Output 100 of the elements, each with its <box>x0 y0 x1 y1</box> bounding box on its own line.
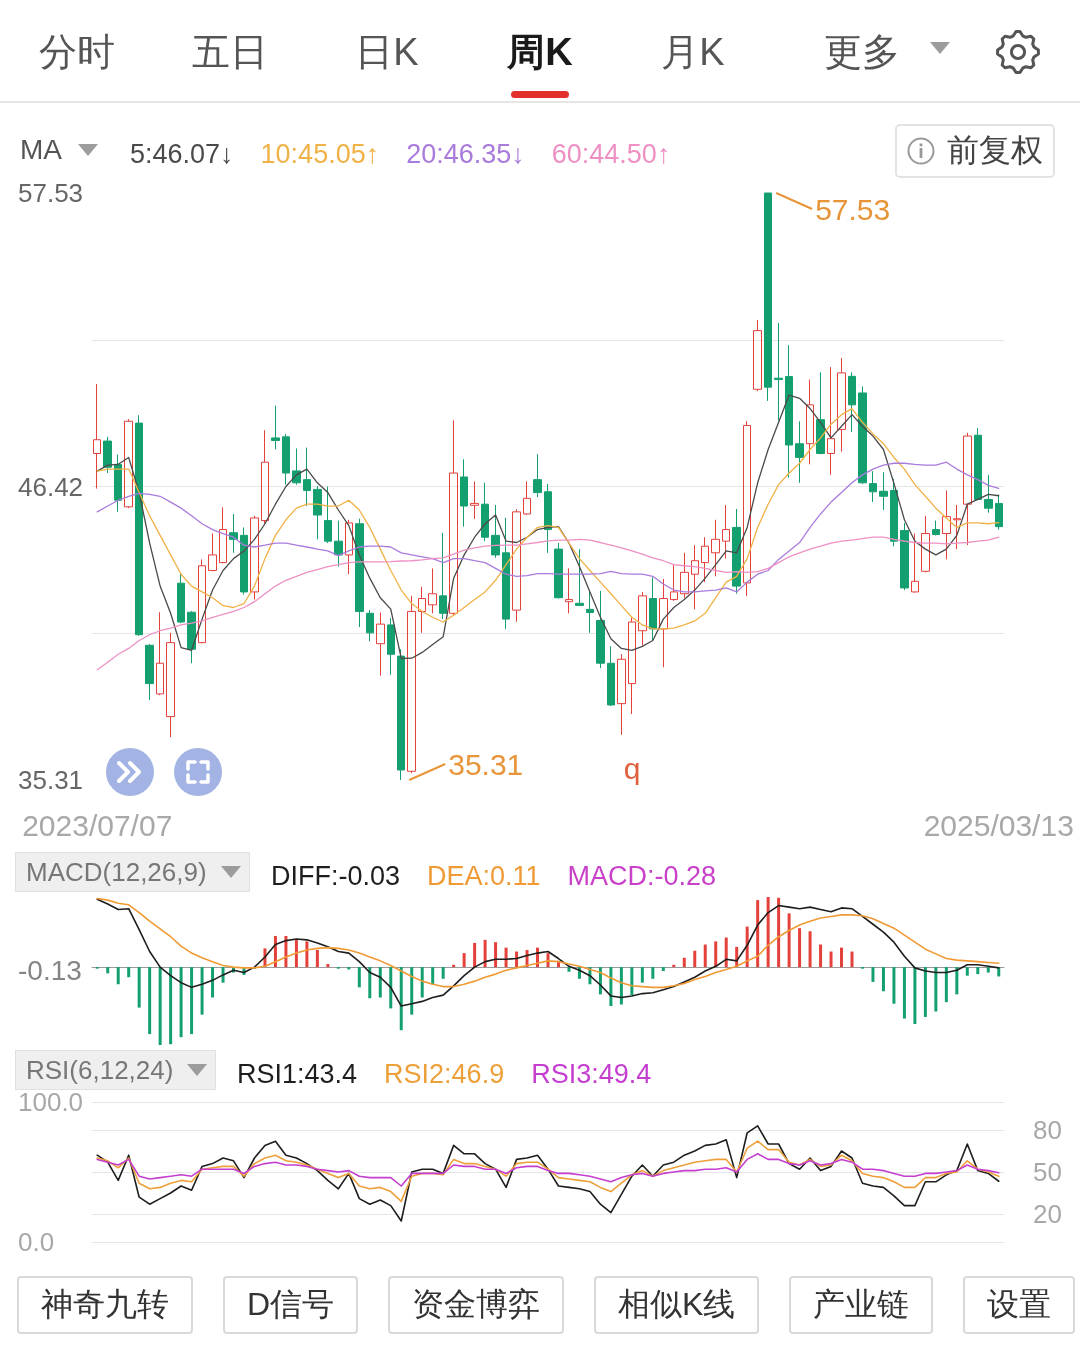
candlestick <box>785 344 793 479</box>
candlestick <box>523 480 531 516</box>
candlestick <box>240 526 248 596</box>
candlestick <box>984 474 993 514</box>
bar <box>840 947 844 968</box>
bar <box>504 947 508 968</box>
bar <box>441 967 445 979</box>
candlestick <box>701 536 709 583</box>
bar <box>766 897 770 968</box>
bar <box>567 967 571 972</box>
text: 分时 <box>39 30 115 75</box>
line-series <box>96 1125 1000 1222</box>
candlestick <box>837 357 846 453</box>
line-series <box>96 536 1000 671</box>
bar <box>190 967 194 1035</box>
x-tick-label: 2023/07/07 <box>22 808 173 842</box>
candlestick <box>250 515 259 601</box>
candlestick <box>921 515 930 573</box>
candlestick <box>93 383 101 490</box>
y-tick-label: 46.42 <box>18 471 84 502</box>
line-series <box>96 407 1000 630</box>
text: 10:45.05↑ <box>260 138 380 169</box>
bar <box>871 967 875 982</box>
candlestick <box>366 609 374 642</box>
candlestick <box>827 366 835 476</box>
bar <box>389 967 393 1009</box>
candlestick <box>145 643 154 701</box>
y2-tick-label: 50 <box>1033 1157 1062 1187</box>
candlestick <box>963 432 972 546</box>
candlestick <box>166 632 175 738</box>
candlestick <box>691 544 699 610</box>
bar <box>462 953 466 968</box>
legend-title: MA <box>20 134 62 166</box>
bar <box>651 967 655 979</box>
candlestick <box>470 480 479 520</box>
line-series <box>96 394 1000 660</box>
text: 5:46.07↓ <box>130 138 234 169</box>
candlestick <box>879 471 888 511</box>
bar <box>368 967 372 999</box>
bar <box>399 967 403 1031</box>
bar <box>200 967 204 1015</box>
candlestick <box>743 420 751 597</box>
bar <box>892 967 896 1004</box>
candlestick <box>177 573 185 624</box>
candlestick <box>722 504 730 560</box>
bar <box>881 967 885 992</box>
y2-tick-label: 80 <box>1033 1115 1062 1145</box>
dropdown: RSI(6,12,24) <box>15 1050 217 1090</box>
button: 产业链 <box>789 1276 934 1334</box>
bar <box>116 967 120 985</box>
x-tick-label: 2025/03/13 <box>923 808 1074 842</box>
bar <box>976 967 980 975</box>
text: -0.13 <box>18 954 82 988</box>
candlestick <box>680 552 689 599</box>
bar <box>148 967 152 1035</box>
bar <box>787 913 791 968</box>
candlestick <box>942 489 951 560</box>
candlestick <box>869 470 877 503</box>
candlestick <box>502 517 510 630</box>
candlestick <box>565 567 573 614</box>
candlestick <box>711 519 720 577</box>
candlestick <box>795 420 804 484</box>
candlestick <box>208 533 217 572</box>
candlestick <box>544 483 552 554</box>
button: 神奇九转 <box>17 1276 193 1334</box>
series-label: DIFF:-0.03 <box>271 860 401 891</box>
candlestick <box>890 478 898 547</box>
bar <box>850 951 854 968</box>
annotation: 35.31 <box>448 747 524 781</box>
dropdown: MACD(12,26,9) <box>15 852 250 892</box>
bar <box>640 967 644 983</box>
candlestick <box>261 429 269 525</box>
text: 更多 <box>824 30 900 75</box>
bar <box>923 967 927 1017</box>
candlestick <box>187 610 196 664</box>
candlestick <box>103 436 112 474</box>
candlestick <box>114 454 122 513</box>
bar <box>410 967 414 1015</box>
candlestick <box>428 567 437 614</box>
bar <box>294 939 298 968</box>
candlestick <box>135 414 143 637</box>
candlestick <box>649 576 657 642</box>
bar <box>106 967 110 974</box>
bar <box>808 931 812 968</box>
button: 资金博弈 <box>388 1276 565 1334</box>
candlestick <box>533 453 542 498</box>
line-series <box>96 1153 1000 1187</box>
text: 日K <box>355 30 419 75</box>
bar <box>494 942 498 968</box>
line-series <box>96 1140 1000 1203</box>
button: 设置 <box>963 1276 1076 1334</box>
candlestick <box>753 319 762 392</box>
candlestick <box>303 447 311 507</box>
bar <box>798 928 802 968</box>
bar <box>703 944 707 968</box>
bar <box>714 941 718 968</box>
candlestick <box>491 504 500 559</box>
bar <box>431 967 435 985</box>
text: RSI3:49.4 <box>531 1058 652 1089</box>
candlestick <box>554 542 563 600</box>
